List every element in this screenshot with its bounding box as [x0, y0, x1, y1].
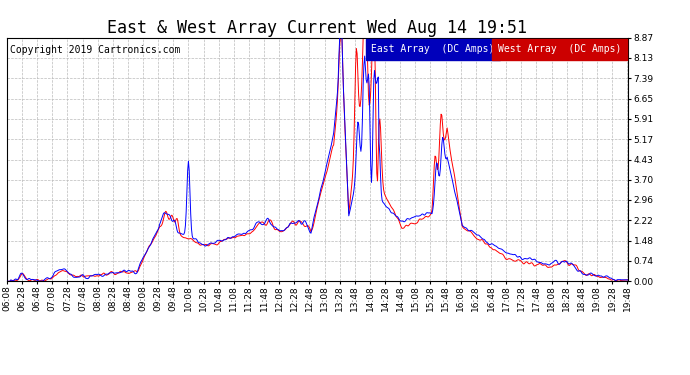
Text: Copyright 2019 Cartronics.com: Copyright 2019 Cartronics.com [10, 45, 180, 55]
Title: East & West Array Current Wed Aug 14 19:51: East & West Array Current Wed Aug 14 19:… [108, 20, 527, 38]
Legend: East Array  (DC Amps), West Array  (DC Amps): East Array (DC Amps), West Array (DC Amp… [366, 42, 623, 56]
